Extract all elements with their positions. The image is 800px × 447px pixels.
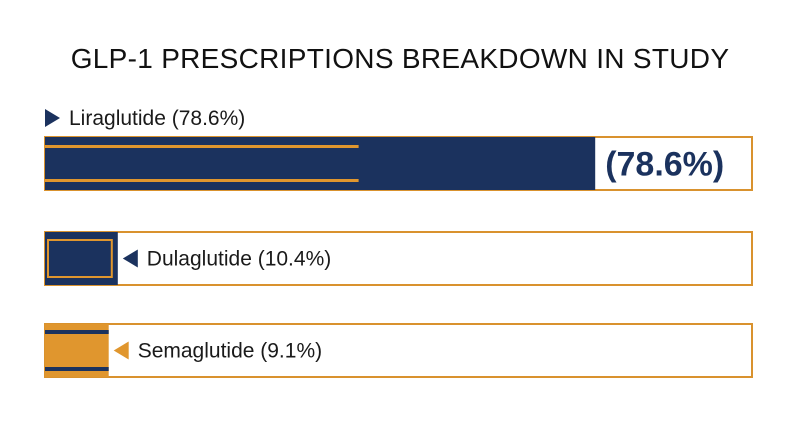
bar-stripe-bottom-liraglutide — [45, 179, 359, 182]
value-label-liraglutide: (78.6%) — [605, 146, 724, 184]
pointer-icon-semaglutide — [113, 341, 129, 360]
bar-label-dulaglutide: Dulaglutide (10.4%) — [147, 248, 331, 271]
bar-label-semaglutide: Semaglutide (9.1%) — [138, 340, 322, 363]
pointer-icon-liraglutide — [45, 109, 60, 127]
bar-track-semaglutide — [44, 323, 753, 378]
bar-label-liraglutide: Liraglutide (78.6%) — [69, 107, 245, 130]
bar-stripe-top-semaglutide — [45, 330, 109, 334]
bar-liraglutide — [45, 137, 596, 190]
bar-track-dulaglutide — [44, 231, 753, 286]
bar-stripe-top-liraglutide — [45, 145, 359, 148]
bar-stripe-bottom-semaglutide — [45, 367, 109, 371]
chart-title: GLP-1 PRESCRIPTIONS BREAKDOWN IN STUDY — [71, 43, 730, 74]
pointer-icon-dulaglutide — [122, 249, 138, 268]
bar-inner-frame-dulaglutide — [47, 239, 113, 278]
bars-group: Liraglutide (78.6%) Dulaglutide (10.4%) Se… — [44, 107, 753, 378]
